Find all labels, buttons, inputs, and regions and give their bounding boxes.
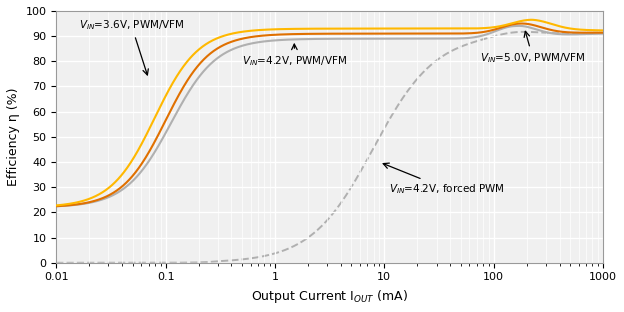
- Text: $V_{IN}$=4.2V, PWM/VFM: $V_{IN}$=4.2V, PWM/VFM: [242, 44, 347, 68]
- X-axis label: Output Current I$_{OUT}$ (mA): Output Current I$_{OUT}$ (mA): [251, 288, 408, 305]
- Text: $V_{IN}$=4.2V, forced PWM: $V_{IN}$=4.2V, forced PWM: [383, 163, 505, 196]
- Text: $V_{IN}$=5.0V, PWM/VFM: $V_{IN}$=5.0V, PWM/VFM: [480, 31, 586, 65]
- Text: $V_{IN}$=3.6V, PWM/VFM: $V_{IN}$=3.6V, PWM/VFM: [79, 19, 184, 75]
- Y-axis label: Efficiency η (%): Efficiency η (%): [7, 88, 20, 186]
